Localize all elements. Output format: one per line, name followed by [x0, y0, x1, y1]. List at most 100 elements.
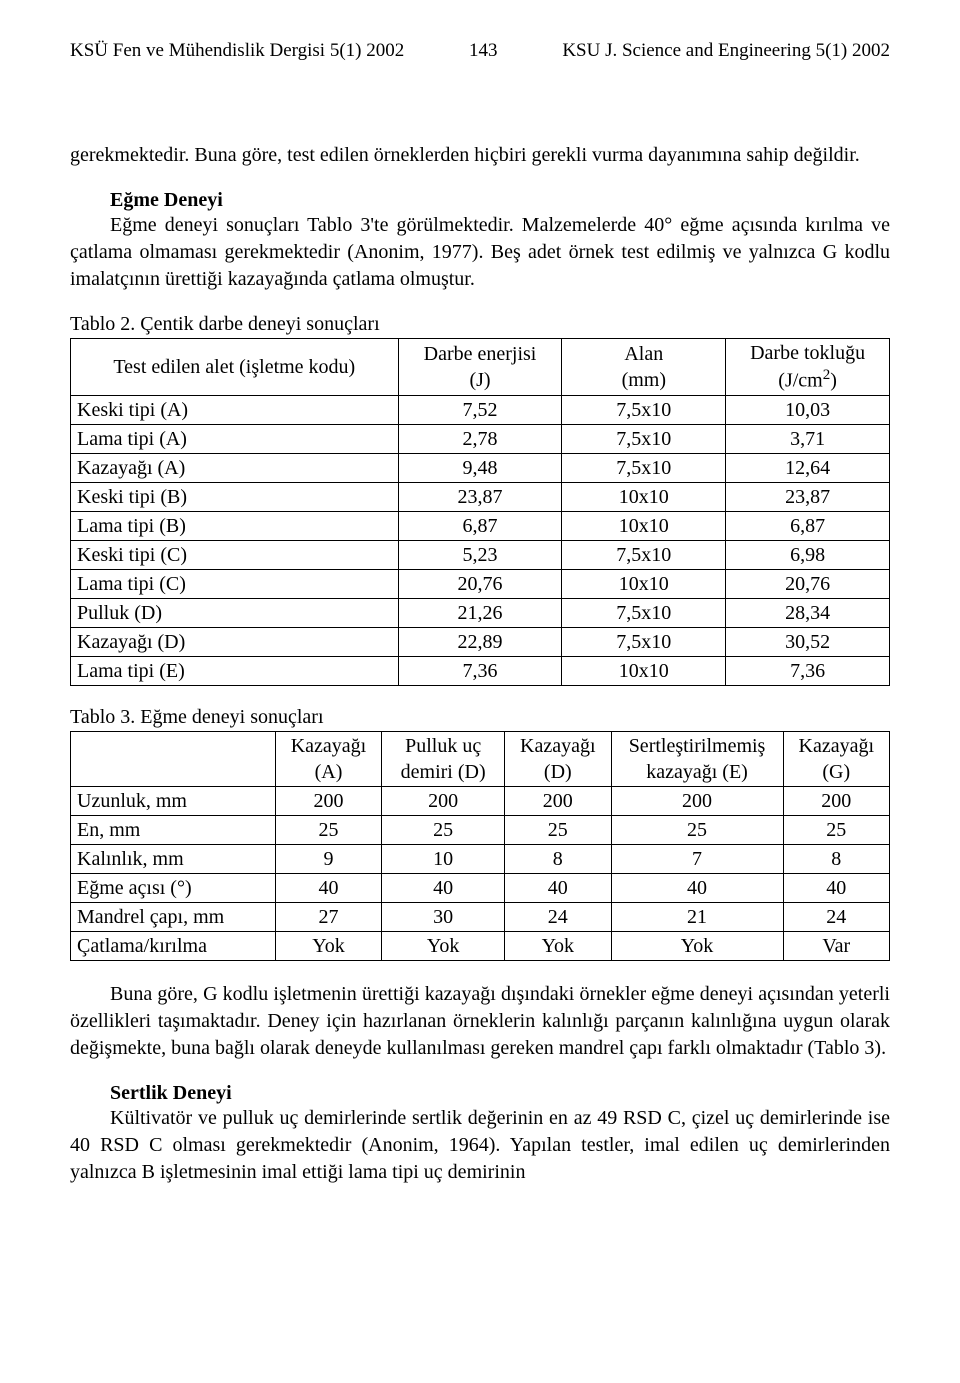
table3-header-col6: Kazayağı(G): [783, 731, 889, 786]
table3-cell-label: Mandrel çapı, mm: [71, 902, 276, 931]
table-row: Mandrel çapı, mm2730242124: [71, 902, 890, 931]
table2-cell-name: Lama tipi (C): [71, 569, 399, 598]
table2-cell-toughness: 6,87: [726, 511, 890, 540]
table3-cell-value: 7: [611, 844, 783, 873]
table-row: Eğme açısı (°)4040404040: [71, 873, 890, 902]
table-row: Çatlama/kırılmaYokYokYokYokVar: [71, 931, 890, 960]
table2-cell-area: 10x10: [562, 656, 726, 685]
page-header: KSÜ Fen ve Mühendislik Dergisi 5(1) 2002…: [70, 40, 890, 62]
table2-cell-name: Lama tipi (E): [71, 656, 399, 685]
table2-cell-energy: 7,52: [398, 395, 562, 424]
table-row: Kazayağı (A)9,487,5x1012,64: [71, 453, 890, 482]
table-row: Lama tipi (C)20,7610x1020,76: [71, 569, 890, 598]
table3-cell-value: 200: [783, 786, 889, 815]
table3-cell-value: 21: [611, 902, 783, 931]
table3-cell-value: 40: [783, 873, 889, 902]
table2-cell-energy: 2,78: [398, 424, 562, 453]
table2-header-col3: Alan(mm): [562, 339, 726, 396]
table2-cell-area: 10x10: [562, 569, 726, 598]
table3-cell-value: Yok: [382, 931, 505, 960]
table2-cell-energy: 6,87: [398, 511, 562, 540]
table-row: Keski tipi (A)7,527,5x1010,03: [71, 395, 890, 424]
table2-cell-toughness: 28,34: [726, 598, 890, 627]
table3-cell-value: Yok: [611, 931, 783, 960]
table2-cell-toughness: 23,87: [726, 482, 890, 511]
table2-header-col2: Darbe enerjisi(J): [398, 339, 562, 396]
table2-cell-area: 7,5x10: [562, 598, 726, 627]
table3-cell-value: 25: [783, 815, 889, 844]
table2-cell-toughness: 7,36: [726, 656, 890, 685]
table2-cell-toughness: 3,71: [726, 424, 890, 453]
table2-cell-energy: 21,26: [398, 598, 562, 627]
table3-cell-value: 40: [275, 873, 381, 902]
table2-cell-toughness: 30,52: [726, 627, 890, 656]
table3-cell-value: 9: [275, 844, 381, 873]
table3-cell-value: 24: [783, 902, 889, 931]
table2-body: Keski tipi (A)7,527,5x1010,03Lama tipi (…: [71, 395, 890, 685]
table2-cell-name: Lama tipi (A): [71, 424, 399, 453]
table3-cell-value: 8: [783, 844, 889, 873]
table-row: Uzunluk, mm200200200200200: [71, 786, 890, 815]
table2-cell-toughness: 12,64: [726, 453, 890, 482]
table3-cell-value: Yok: [275, 931, 381, 960]
table3-cell-value: Yok: [505, 931, 611, 960]
table3-cell-value: 25: [382, 815, 505, 844]
table3-header-row: Kazayağı(A) Pulluk uçdemiri (D) Kazayağı…: [71, 731, 890, 786]
table-row: Pulluk (D)21,267,5x1028,34: [71, 598, 890, 627]
table-row: Lama tipi (A)2,787,5x103,71: [71, 424, 890, 453]
table-row: Lama tipi (B)6,8710x106,87: [71, 511, 890, 540]
header-right: KSU J. Science and Engineering 5(1) 2002: [562, 40, 890, 62]
table2-header-row: Test edilen alet (işletme kodu) Darbe en…: [71, 339, 890, 396]
table3-title: Tablo 3. Eğme deneyi sonuçları: [70, 706, 890, 729]
table2-cell-energy: 23,87: [398, 482, 562, 511]
table2-cell-name: Keski tipi (A): [71, 395, 399, 424]
table3-cell-value: 25: [505, 815, 611, 844]
table2-cell-area: 7,5x10: [562, 453, 726, 482]
table2-cell-name: Kazayağı (A): [71, 453, 399, 482]
header-left: KSÜ Fen ve Mühendislik Dergisi 5(1) 2002: [70, 40, 404, 62]
table-row: Kalınlık, mm910878: [71, 844, 890, 873]
table3-header-col1: [71, 731, 276, 786]
table3-cell-label: Kalınlık, mm: [71, 844, 276, 873]
table2-cell-area: 10x10: [562, 482, 726, 511]
table3-cell-value: 40: [382, 873, 505, 902]
table3-cell-value: 25: [611, 815, 783, 844]
table2-cell-energy: 5,23: [398, 540, 562, 569]
header-page-number: 143: [469, 40, 498, 62]
table2-cell-name: Keski tipi (B): [71, 482, 399, 511]
table-row: Kazayağı (D)22,897,5x1030,52: [71, 627, 890, 656]
table-row: Keski tipi (C)5,237,5x106,98: [71, 540, 890, 569]
table2-cell-toughness: 10,03: [726, 395, 890, 424]
table2-header-col4: Darbe tokluğu(J/cm2): [726, 339, 890, 396]
table3-cell-value: 10: [382, 844, 505, 873]
table2-cell-area: 7,5x10: [562, 540, 726, 569]
table2-cell-area: 10x10: [562, 511, 726, 540]
paragraph-after-table3: Buna göre, G kodlu işletmenin ürettiği k…: [70, 981, 890, 1062]
table2-cell-energy: 20,76: [398, 569, 562, 598]
table2-title: Tablo 2. Çentik darbe deneyi sonuçları: [70, 313, 890, 336]
table2-cell-name: Pulluk (D): [71, 598, 399, 627]
table2-cell-area: 7,5x10: [562, 627, 726, 656]
table3-cell-value: 40: [505, 873, 611, 902]
table2-cell-area: 7,5x10: [562, 395, 726, 424]
paragraph-intro: gerekmektedir. Buna göre, test edilen ör…: [70, 142, 890, 169]
table3-cell-label: Uzunluk, mm: [71, 786, 276, 815]
section-text-egme: Eğme deneyi sonuçları Tablo 3'te görülme…: [70, 212, 890, 293]
table3-cell-label: En, mm: [71, 815, 276, 844]
table2-header-col1: Test edilen alet (işletme kodu): [71, 339, 399, 396]
table2-cell-name: Kazayağı (D): [71, 627, 399, 656]
table3-header-col5: Sertleştirilmemişkazayağı (E): [611, 731, 783, 786]
table-row: Lama tipi (E)7,3610x107,36: [71, 656, 890, 685]
table2-cell-toughness: 20,76: [726, 569, 890, 598]
table2-cell-energy: 7,36: [398, 656, 562, 685]
table3-cell-value: 25: [275, 815, 381, 844]
table3-cell-value: 200: [611, 786, 783, 815]
table3-body: Uzunluk, mm200200200200200En, mm25252525…: [71, 786, 890, 960]
table2-cell-area: 7,5x10: [562, 424, 726, 453]
table3-cell-value: 8: [505, 844, 611, 873]
table2: Test edilen alet (işletme kodu) Darbe en…: [70, 338, 890, 686]
section-text-sertlik: Kültivatör ve pulluk uç demirlerinde ser…: [70, 1105, 890, 1186]
table2-cell-energy: 9,48: [398, 453, 562, 482]
table2-cell-energy: 22,89: [398, 627, 562, 656]
table2-cell-name: Keski tipi (C): [71, 540, 399, 569]
